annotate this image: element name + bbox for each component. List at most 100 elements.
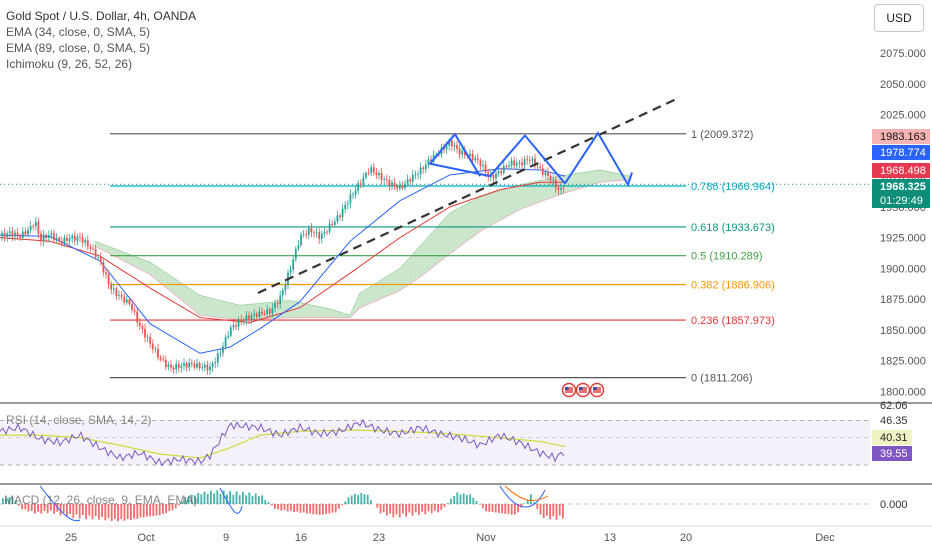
macd-bar xyxy=(136,504,139,519)
macd-bar xyxy=(40,504,43,514)
cloud-slice xyxy=(141,259,144,271)
candle-body xyxy=(536,166,539,168)
price-label-text: 1978.774 xyxy=(880,147,926,159)
candle-body xyxy=(159,357,162,360)
cloud-slice xyxy=(101,243,104,250)
price-label-text: 1968.325 xyxy=(880,181,926,193)
cloud-slice xyxy=(611,172,614,182)
cloud-slice xyxy=(435,228,438,265)
macd-bar xyxy=(251,495,254,504)
cloud-slice xyxy=(621,174,624,181)
macd-bar xyxy=(402,504,404,514)
candle-body xyxy=(341,208,344,218)
macd-bar xyxy=(82,504,84,516)
macd-bar xyxy=(78,504,81,519)
cloud-slice xyxy=(249,304,252,320)
macd-bar xyxy=(62,504,65,513)
macd-bar xyxy=(162,504,164,514)
macd-bar xyxy=(286,504,289,512)
cloud-slice xyxy=(509,187,512,215)
cloud-slice xyxy=(401,266,404,290)
macd-bar xyxy=(302,504,305,513)
candle-body xyxy=(513,160,516,166)
candle-body xyxy=(68,238,71,241)
candle-body xyxy=(45,234,48,239)
candle-body xyxy=(237,319,240,327)
cloud-slice xyxy=(419,246,422,277)
candle-body xyxy=(424,164,427,170)
cloud-slice xyxy=(511,187,514,214)
macd-bar xyxy=(152,504,155,516)
candle-body xyxy=(380,172,383,180)
candle-body xyxy=(50,233,53,236)
candle-body xyxy=(417,174,419,176)
cloud-slice xyxy=(613,172,616,182)
cloud-slice xyxy=(473,200,476,236)
candle-body xyxy=(315,232,318,233)
cloud-slice xyxy=(525,183,528,208)
candle-body xyxy=(60,241,63,244)
cloud-slice xyxy=(161,270,164,285)
cloud-slice xyxy=(549,178,552,199)
cloud-slice xyxy=(369,286,372,304)
cloud-slice xyxy=(371,285,374,303)
ichimoku-cloud xyxy=(94,169,632,321)
candle-body xyxy=(560,188,562,190)
cloud-slice xyxy=(337,311,340,318)
macd-bar xyxy=(322,504,324,515)
cloud-slice xyxy=(545,179,548,200)
cloud-slice xyxy=(221,300,224,318)
cloud-slice xyxy=(263,302,266,319)
candle-body xyxy=(484,164,487,173)
macd-bar xyxy=(126,504,129,519)
candle-body xyxy=(339,215,341,218)
cloud-slice xyxy=(481,196,484,231)
cloud-slice xyxy=(537,180,540,203)
cloud-slice xyxy=(97,242,100,248)
candle-body xyxy=(118,295,120,296)
candle-body xyxy=(326,231,328,233)
candle-body xyxy=(92,248,94,250)
cloud-slice xyxy=(295,301,298,318)
cloud-slice xyxy=(535,181,538,204)
macd-bar xyxy=(37,504,39,512)
macd-bar xyxy=(88,504,91,516)
candle-body xyxy=(27,230,29,235)
macd-bar xyxy=(181,501,183,504)
cloud-slice xyxy=(285,300,288,318)
cloud-slice xyxy=(335,310,338,318)
cloud-slice xyxy=(451,211,454,253)
candle-body xyxy=(310,228,313,233)
cloud-span-b xyxy=(94,179,631,321)
candle-body xyxy=(487,172,490,177)
currency-button[interactable]: USD xyxy=(874,4,924,32)
cloud-slice xyxy=(495,192,498,223)
cloud-slice xyxy=(443,219,446,259)
candle-body xyxy=(206,364,209,371)
cloud-slice xyxy=(531,182,534,205)
cloud-slice xyxy=(503,189,506,219)
candle-body xyxy=(214,362,217,364)
cloud-slice xyxy=(453,210,456,251)
macd-bar xyxy=(18,504,20,506)
candle-body xyxy=(505,166,508,167)
macd-bar xyxy=(453,496,455,504)
candle-body xyxy=(71,235,74,239)
candle-body xyxy=(136,311,139,323)
macd-bar xyxy=(94,504,97,517)
macd-bar xyxy=(184,497,187,504)
cloud-slice xyxy=(463,205,466,244)
rsi-axis-label: 46.35 xyxy=(880,415,908,427)
macd-bar xyxy=(504,504,507,514)
cloud-slice xyxy=(109,247,112,254)
macd-bar xyxy=(411,504,414,516)
price-label-box xyxy=(872,179,930,194)
time-tick: 25 xyxy=(65,532,77,544)
cloud-slice xyxy=(329,308,332,318)
cloud-slice xyxy=(317,306,320,318)
cloud-slice xyxy=(163,271,166,286)
candle-body xyxy=(172,367,175,370)
candle-body xyxy=(359,183,362,185)
macd-bar xyxy=(379,504,382,514)
